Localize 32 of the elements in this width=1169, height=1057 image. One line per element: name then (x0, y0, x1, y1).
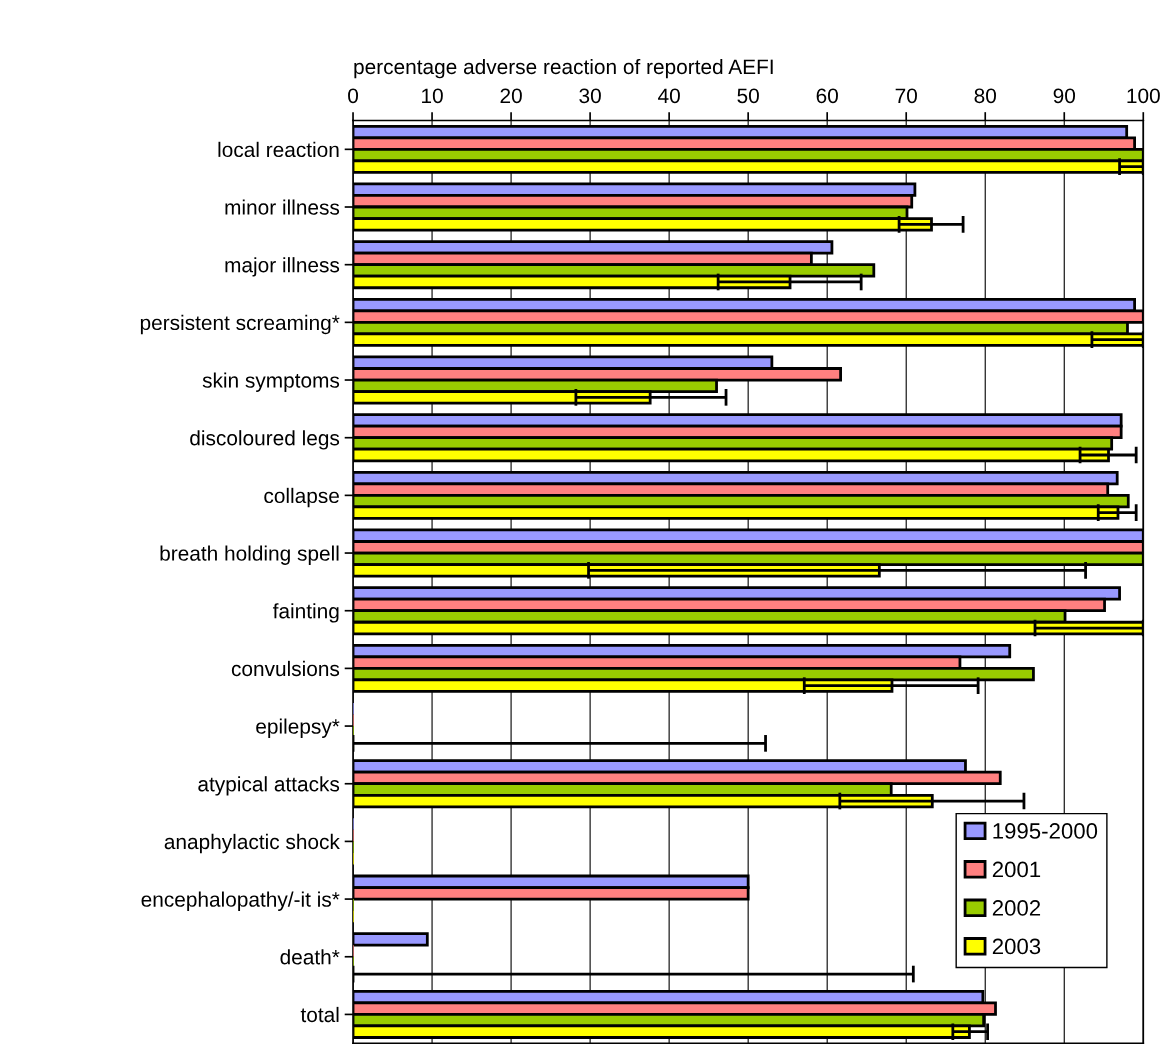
y-tick-label: convulsions (231, 660, 340, 677)
y-tick-label: fainting (272, 603, 339, 623)
x-axis-title: percentage adverse reaction of reported AEFI (354, 58, 773, 79)
x-tick-label: 50 (737, 88, 759, 104)
x-tick-label: 40 (658, 88, 680, 104)
x-tick-label: 60 (816, 88, 838, 104)
y-tick-label: discoloured legs (190, 430, 340, 450)
x-tick-label: 70 (895, 88, 917, 104)
y-tick-label: major illness (225, 257, 340, 277)
x-tick-label: 100 (1127, 88, 1160, 104)
y-tick-label: atypical attacks (198, 776, 340, 796)
y-tick-label: breath holding spell (160, 545, 339, 565)
y-tick-label: skin symptoms (202, 372, 340, 392)
legend-label: 2002 (992, 900, 1041, 916)
y-tick-label: persistent screaming* (140, 314, 340, 335)
x-tick-label: 90 (1053, 88, 1076, 104)
x-tick-label: 0 (348, 88, 359, 104)
y-tick-label: total (300, 1006, 339, 1023)
y-tick-label: anaphylactic shock (164, 833, 340, 854)
x-tick-label: 80 (974, 88, 997, 104)
x-tick-label: 20 (500, 88, 522, 104)
y-tick-label: local reaction (218, 141, 339, 158)
legend-label: 1995-2000 (993, 823, 1098, 839)
y-tick-label: epilepsy* (256, 718, 340, 738)
y-tick-label: encephalopathy/-it is* (141, 891, 340, 911)
y-tick-label: death* (280, 949, 340, 965)
legend-label: 2003 (992, 938, 1041, 955)
y-tick-label: collapse (264, 487, 339, 508)
legend-label: 2001 (992, 861, 1041, 878)
x-tick-label: 10 (422, 88, 443, 104)
y-tick-label: minor illness (225, 199, 340, 215)
x-tick-label: 30 (579, 88, 601, 104)
